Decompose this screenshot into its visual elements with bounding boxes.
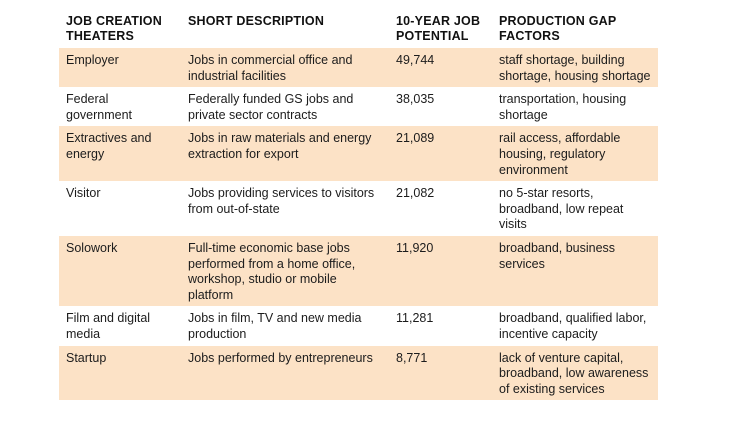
cell-theater: Startup [59,345,181,401]
table-row: Film and digital media Jobs in film, TV … [59,306,658,345]
cell-description: Full-time economic base jobs performed f… [181,235,389,307]
table-row: Solowork Full-time economic base jobs pe… [59,235,658,307]
cell-description: Federally funded GS jobs and private sec… [188,92,354,122]
table-row: Extractives and energy Jobs in raw mater… [59,126,658,182]
cell-description: Jobs in commercial office and industrial… [181,48,389,88]
cell-gap-factors: no 5-star resorts, broadband, low repeat… [499,186,624,232]
cell-job-potential: 21,082 [396,186,435,201]
cell-theater: Visitor [66,186,101,201]
header-row: JOB CREATION THEATERS SHORT DESCRIPTION … [59,12,658,48]
table-row: Startup Jobs performed by entrepreneurs … [59,345,658,401]
header-short-description: SHORT DESCRIPTION [188,14,325,28]
cell-theater: Film and digital media [66,311,151,341]
table-header: JOB CREATION THEATERS SHORT DESCRIPTION … [59,12,658,48]
cell-job-potential: 49,744 [389,48,492,88]
table-row: Visitor Jobs providing services to visit… [59,181,658,236]
cell-job-potential: 11,920 [389,235,492,307]
table-body: Employer Jobs in commercial office and i… [59,48,658,401]
cell-gap-factors: rail access, affordable housing, regulat… [492,126,658,182]
cell-gap-factors: transportation, housing shortage [499,92,627,122]
cell-gap-factors: broadband, qualified labor, incentive ca… [499,311,647,341]
cell-job-potential: 38,035 [396,92,435,107]
table-row: Employer Jobs in commercial office and i… [59,48,658,88]
header-job-creation-theaters: JOB CREATION THEATERS [66,14,162,43]
cell-gap-factors: broadband, business services [492,235,658,307]
header-10-year-job-potential: 10-YEAR JOB POTENTIAL [396,14,481,43]
cell-job-potential: 21,089 [389,126,492,182]
cell-gap-factors: lack of venture capital, broadband, low … [492,345,658,401]
cell-job-potential: 11,281 [396,311,434,326]
cell-description: Jobs in raw materials and energy extract… [181,126,389,182]
cell-description: Jobs providing services to visitors from… [188,186,375,216]
cell-gap-factors: staff shortage, building shortage, housi… [492,48,658,88]
cell-theater: Extractives and energy [59,126,181,182]
table-row: Federal government Federally funded GS j… [59,87,658,126]
cell-job-potential: 8,771 [389,345,492,401]
cell-theater: Solowork [59,235,181,307]
cell-description: Jobs in film, TV and new media productio… [188,311,362,341]
header-production-gap-factors: PRODUCTION GAP FACTORS [499,14,617,43]
job-creation-table: JOB CREATION THEATERS SHORT DESCRIPTION … [59,12,658,401]
cell-theater: Federal government [66,92,133,122]
cell-description: Jobs performed by entrepreneurs [181,345,389,401]
cell-theater: Employer [59,48,181,88]
